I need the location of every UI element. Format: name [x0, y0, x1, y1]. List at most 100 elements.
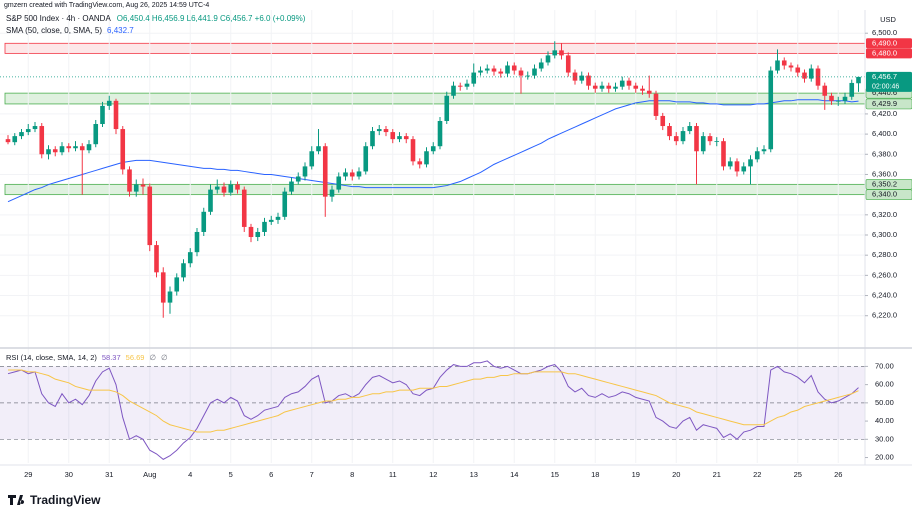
candle-body [761, 149, 767, 152]
symbol-legend: S&P 500 Index · 4h · OANDA [6, 14, 111, 23]
candle-body [673, 136, 679, 142]
sma-legend: SMA (50, close, 0, SMA, 5) [6, 26, 102, 35]
candle-body [640, 88, 645, 91]
candle-body [741, 166, 747, 172]
candle-body [289, 181, 294, 192]
candle-body [478, 70, 483, 73]
candle-body [525, 75, 531, 77]
candle-body [424, 151, 429, 165]
candle-body [383, 129, 389, 133]
candle-body [552, 50, 558, 56]
candle-body [606, 85, 612, 89]
x-tick-label: 7 [310, 470, 314, 479]
x-tick-label: 18 [591, 470, 599, 479]
candle-body [727, 161, 733, 167]
candle-body [775, 60, 780, 71]
candle-body [592, 85, 598, 89]
candle-body [721, 141, 726, 167]
candle-body [565, 55, 571, 73]
candle-body [646, 90, 652, 94]
candle-body [59, 146, 65, 153]
y-tick-label: 6,300.0 [872, 230, 897, 239]
x-tick-label: 19 [632, 470, 640, 479]
background [0, 10, 866, 463]
candle-body [505, 65, 510, 74]
x-tick-label: 11 [389, 470, 397, 479]
candle-body [714, 141, 720, 142]
candle-body [457, 85, 463, 87]
candle-body [12, 136, 18, 143]
zone-label-bg [866, 48, 912, 59]
candle-body [127, 169, 132, 192]
y-tick-label: 6,260.0 [872, 270, 897, 279]
candle-body [322, 146, 328, 197]
currency[interactable]: USD [880, 15, 896, 24]
candle-body [707, 136, 713, 142]
x-tick-label: 5 [229, 470, 233, 479]
candle-body [302, 166, 308, 177]
candle-body [154, 245, 159, 273]
y-tick-label: 6,380.0 [872, 149, 897, 158]
candle-body [397, 136, 402, 140]
x-tick-label: 26 [834, 470, 842, 479]
ohlc-legend: O6,450.4 H6,456.9 L6,441.9 C6,456.7 +6.0… [117, 14, 306, 23]
zone [4, 92, 866, 105]
candle-body [363, 146, 369, 172]
logo-icon [8, 495, 25, 505]
candle-body [221, 186, 227, 193]
rsi-legend-value: 58.37 [102, 353, 121, 362]
candle-body [437, 120, 443, 147]
y-tick-label: 6,240.0 [872, 291, 897, 300]
candle-body [579, 75, 585, 81]
candle-body [822, 85, 828, 96]
candle-body [343, 172, 348, 177]
candle-body [309, 151, 315, 167]
candle-body [754, 151, 760, 160]
candle-body [390, 132, 396, 140]
candle-body [613, 86, 618, 89]
y-tick-label: 30.00 [875, 434, 894, 443]
candle-body [829, 95, 834, 101]
rsi-legend-value: ∅ [149, 353, 156, 362]
candle-body [410, 139, 416, 162]
candle-body [275, 216, 281, 220]
candle-body [815, 68, 821, 86]
candle-body [370, 131, 375, 147]
candle-body [538, 62, 544, 69]
candle-body [430, 146, 436, 152]
x-tick-label: 14 [510, 470, 518, 479]
candle-body [491, 68, 497, 72]
candle-body [417, 161, 423, 165]
candle-body [842, 96, 848, 101]
candle-body [194, 231, 200, 253]
candle-body [100, 105, 105, 125]
y-tick-label: 6,220.0 [872, 311, 897, 320]
rsi-band [0, 366, 865, 440]
candle-body [633, 85, 639, 89]
candle-body [25, 129, 31, 133]
x-tick-label: 15 [551, 470, 559, 479]
candle-body [120, 129, 126, 170]
candle-body [464, 83, 470, 87]
candle-body [471, 72, 477, 84]
rsi-legend-value: ∅ [161, 353, 168, 362]
y-tick-label: 70.00 [875, 361, 894, 370]
candle-body [282, 191, 288, 217]
candle-body [356, 171, 362, 177]
candle-body [19, 132, 24, 137]
y-tick-label: 6,500.0 [872, 28, 897, 37]
candle-body [39, 126, 45, 155]
candle-body [201, 211, 207, 232]
candle-body [79, 146, 85, 151]
candle-body [235, 184, 240, 190]
last-price-label: 6,456.7 [872, 72, 897, 81]
y-tick-label: 6,280.0 [872, 250, 897, 259]
candle-body [802, 72, 807, 79]
zone-label: 6,340.0 [872, 190, 897, 199]
candle-body [403, 136, 409, 140]
candle-body [262, 221, 267, 232]
candle-body [106, 100, 112, 106]
candle-body [66, 146, 72, 149]
zone-label-bg [865, 189, 912, 200]
zone-label-bg [865, 98, 912, 110]
